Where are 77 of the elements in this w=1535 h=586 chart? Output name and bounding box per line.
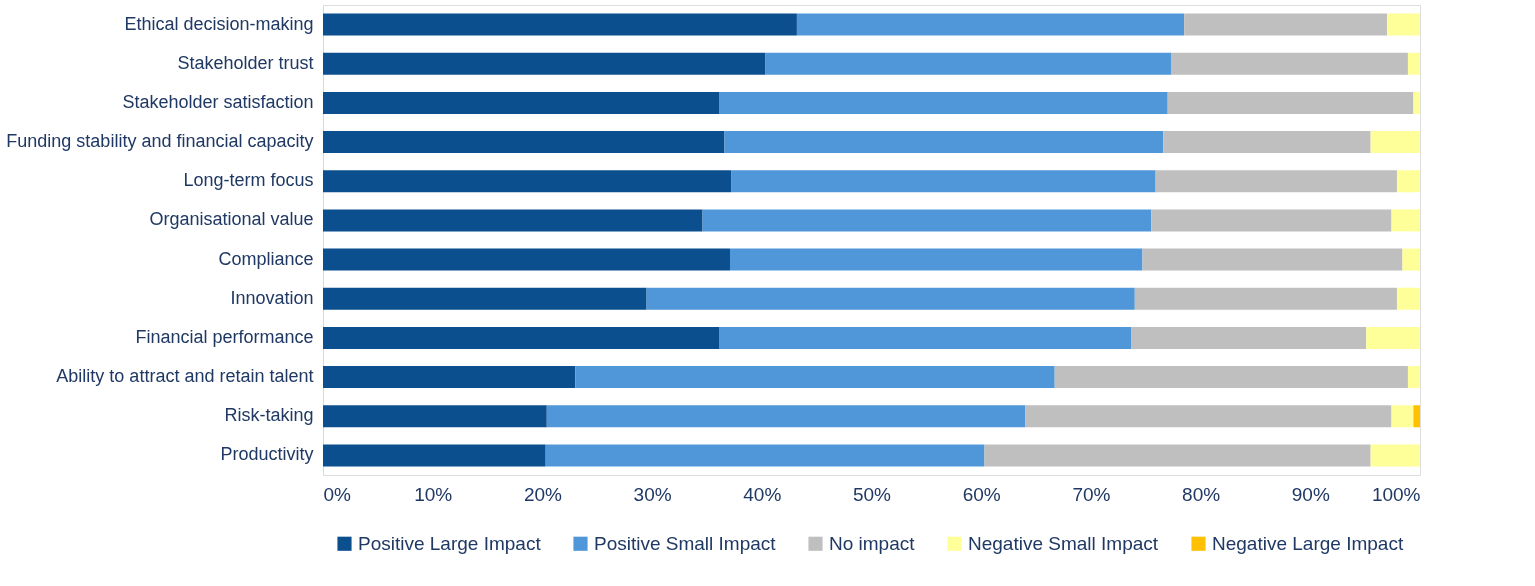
bar xyxy=(323,209,703,232)
bar xyxy=(1155,170,1397,193)
y-tick-label: Stakeholder trust xyxy=(177,52,314,73)
y-tick-label: Ability to attract and retain talent xyxy=(56,366,314,387)
bar xyxy=(719,91,1168,114)
x-tick-label: 10% xyxy=(414,483,453,505)
legend-label: Positive Large Impact xyxy=(358,532,542,554)
bar xyxy=(1170,52,1408,75)
bar xyxy=(984,444,1371,467)
y-tick-label: Compliance xyxy=(218,248,314,269)
x-tick-label: 40% xyxy=(743,483,782,505)
bar xyxy=(702,209,1152,232)
bar xyxy=(1413,405,1420,428)
y-tick-label: Innovation xyxy=(230,287,314,308)
bar xyxy=(724,131,1164,154)
x-tick-label: 80% xyxy=(1182,483,1221,505)
bar xyxy=(765,52,1171,75)
x-tick-label: 70% xyxy=(1072,483,1111,505)
bar xyxy=(796,13,1185,36)
x-tick-label: 20% xyxy=(523,483,563,505)
legend-label: No impact xyxy=(829,532,916,554)
bar xyxy=(546,405,1026,428)
bar xyxy=(731,170,1156,193)
x-tick-label: 0% xyxy=(323,483,352,505)
bar xyxy=(1370,444,1420,467)
bar xyxy=(1387,13,1420,36)
legend-label: Negative Large Impact xyxy=(1212,532,1404,554)
bar xyxy=(1134,287,1397,310)
y-tick-label: Financial performance xyxy=(135,326,314,347)
bar xyxy=(1402,248,1420,271)
bar xyxy=(1167,91,1414,114)
bar xyxy=(323,248,730,271)
bar xyxy=(1142,248,1403,271)
bar xyxy=(323,52,766,75)
bar xyxy=(729,248,1143,271)
bar xyxy=(323,326,720,349)
bar xyxy=(323,405,547,428)
bar xyxy=(1151,209,1392,232)
bar xyxy=(1396,170,1420,193)
y-tick-label: Organisational value xyxy=(149,209,314,230)
bar xyxy=(1370,131,1420,154)
bar xyxy=(1131,326,1367,349)
bar xyxy=(323,170,732,193)
bar xyxy=(1163,131,1371,154)
bar xyxy=(1396,287,1420,310)
bar xyxy=(323,444,546,467)
bar xyxy=(646,287,1135,310)
bar xyxy=(719,326,1132,349)
legend-label: Positive Small Impact xyxy=(594,532,777,554)
y-tick-label: Stakeholder satisfaction xyxy=(122,91,314,112)
y-tick-label: Productivity xyxy=(220,444,314,465)
bar xyxy=(323,366,576,389)
bar xyxy=(323,287,647,310)
x-tick-label: 90% xyxy=(1291,483,1330,505)
bar xyxy=(1407,366,1420,389)
y-tick-label: Ethical decision-making xyxy=(124,13,314,34)
bar xyxy=(1391,405,1414,428)
bar xyxy=(1391,209,1420,232)
bar xyxy=(575,366,1055,389)
bar xyxy=(545,444,985,467)
bar xyxy=(323,131,725,154)
bar xyxy=(1184,13,1388,36)
y-tick-label: Long-term focus xyxy=(183,170,314,191)
y-tick-label: Risk-taking xyxy=(224,405,314,426)
x-tick-label: 30% xyxy=(633,483,672,505)
x-tick-label: 100% xyxy=(1371,483,1421,505)
bar xyxy=(1366,326,1420,349)
bar xyxy=(1025,405,1392,428)
bar xyxy=(323,91,720,114)
x-tick-label: 50% xyxy=(852,483,892,505)
bar xyxy=(323,13,797,36)
y-tick-label: Funding stability and financial capacity xyxy=(6,131,314,152)
bar xyxy=(1054,366,1408,389)
bar xyxy=(1407,52,1420,75)
x-tick-label: 60% xyxy=(962,483,1001,505)
legend-label: Negative Small Impact xyxy=(968,532,1159,554)
bar xyxy=(1413,91,1420,114)
